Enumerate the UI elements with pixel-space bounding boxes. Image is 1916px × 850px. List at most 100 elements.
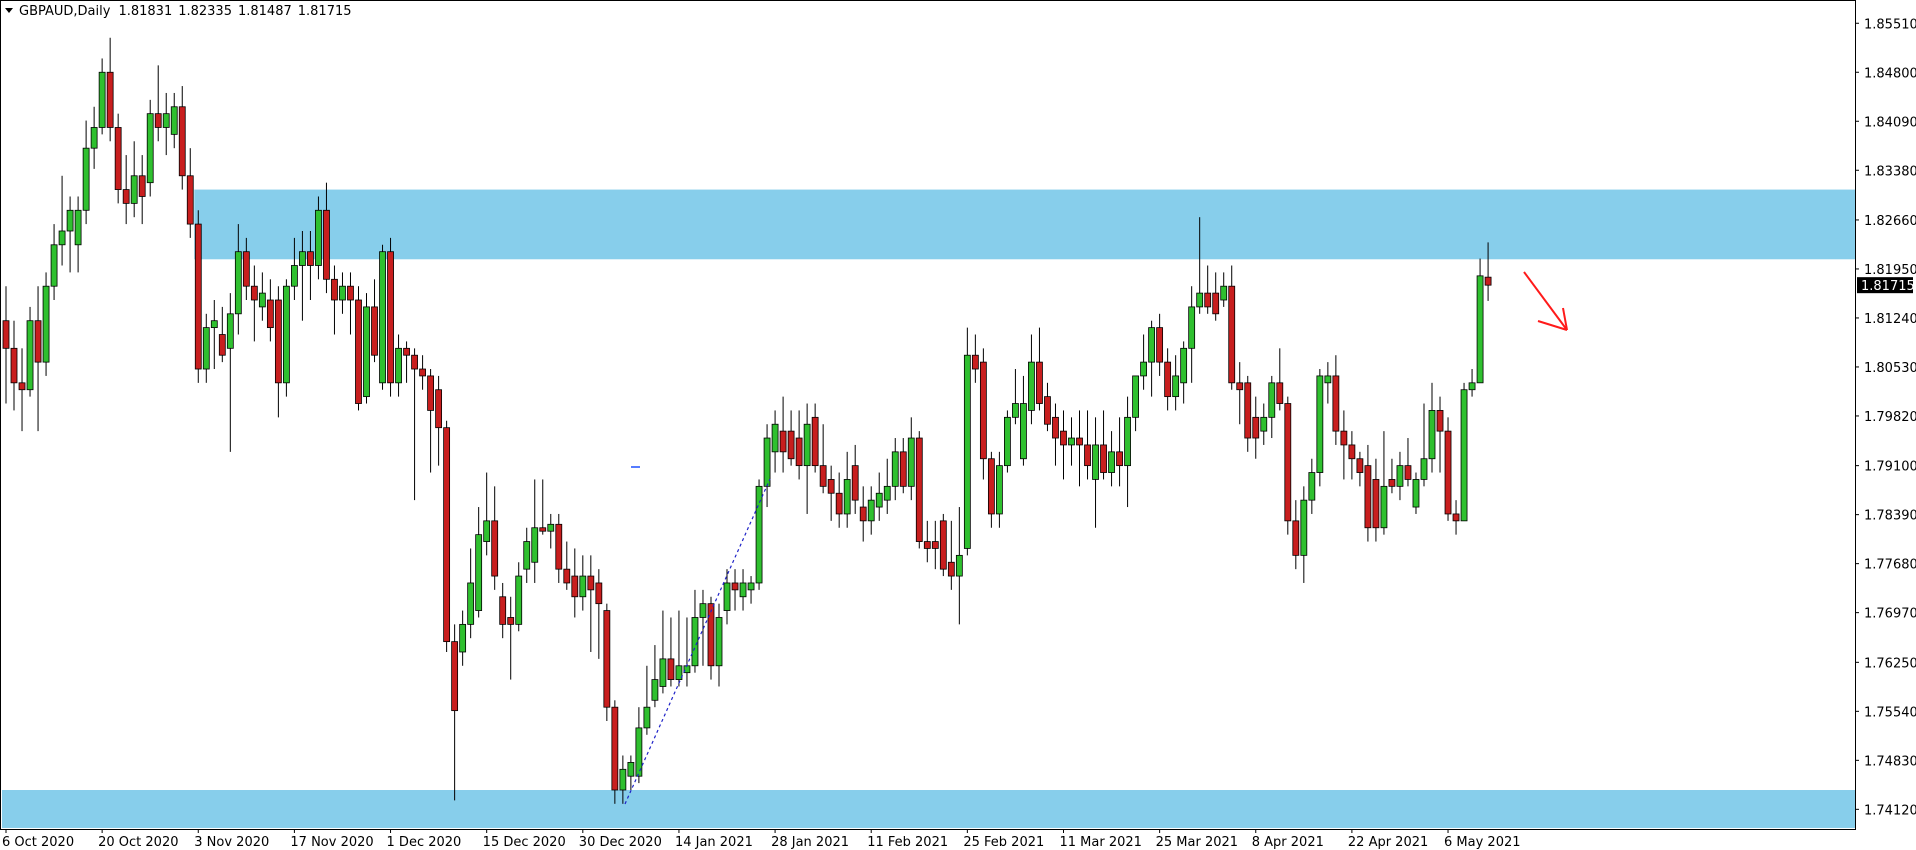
candle-body (106, 71, 114, 128)
candle-body (1028, 361, 1035, 411)
candle-body (1428, 410, 1436, 460)
candle-body (459, 623, 467, 653)
candle-body (699, 603, 707, 618)
candle-body (947, 561, 955, 577)
candle-body (523, 541, 531, 570)
candle-body (266, 299, 274, 329)
candle-body (1292, 520, 1300, 556)
candle-body (170, 106, 178, 135)
low-value: 1.81487 (238, 4, 292, 19)
arrow-head (1537, 320, 1568, 331)
candle-body (483, 520, 491, 542)
candle-body (1092, 444, 1099, 480)
candle-body (787, 430, 795, 460)
x-tick-label: 6 Oct 2020 (2, 835, 74, 850)
candle-body (915, 437, 923, 542)
y-tick-label: 1.83380 (1864, 164, 1916, 179)
symbol: GBPAUD,Daily (19, 4, 111, 19)
candle-body (579, 575, 587, 598)
candle-body (467, 582, 475, 625)
plot-border (0, 0, 1856, 830)
candle-body (1372, 479, 1380, 529)
candle-body (691, 617, 699, 667)
candle-body (1484, 276, 1492, 286)
candle-body (1468, 382, 1476, 391)
candle-body (218, 334, 226, 356)
y-tick-label: 1.79100 (1864, 460, 1916, 475)
x-tick-label: 28 Jan 2021 (771, 835, 849, 850)
candle-body (242, 251, 250, 287)
candle-body (98, 71, 106, 128)
candle-body (739, 582, 747, 598)
candle-body (154, 113, 162, 128)
candle-body (547, 523, 555, 532)
candle-body (971, 354, 979, 370)
candle-body (1308, 472, 1316, 501)
candle-body (1436, 410, 1444, 432)
candle-body (122, 189, 130, 204)
x-tick-label: 15 Dec 2020 (483, 835, 566, 850)
y-tick-label: 1.84090 (1864, 115, 1916, 130)
candle-body (1012, 403, 1019, 418)
candle-body (1164, 361, 1172, 398)
candle-body (1020, 403, 1027, 460)
y-tick-label: 1.84800 (1864, 66, 1916, 81)
candle-body (563, 568, 571, 584)
x-tick-label: 25 Mar 2021 (1156, 835, 1238, 850)
x-tick-label: 25 Feb 2021 (963, 835, 1044, 850)
candle-body (1404, 465, 1412, 480)
candle-body (1060, 430, 1067, 446)
chart-header: GBPAUD,Daily 1.81831 1.82335 1.81487 1.81715 (19, 4, 352, 19)
candle-body (1420, 458, 1428, 480)
candle-body (891, 451, 899, 487)
candle-body (995, 465, 1003, 515)
candle-body (611, 706, 619, 791)
candle-body (363, 306, 370, 398)
candle-body (427, 375, 434, 411)
candle-body (58, 230, 66, 246)
candle-body (234, 251, 242, 315)
candle-body (1140, 361, 1147, 377)
candle-body (1460, 389, 1468, 522)
price-label: 1.81715 (1861, 279, 1915, 294)
close-value: 1.81715 (298, 4, 352, 19)
candle-body (1036, 361, 1043, 404)
candle-body (411, 354, 418, 370)
candle-body (723, 582, 731, 611)
candle-body (707, 603, 715, 667)
x-tick-label: 11 Feb 2021 (867, 835, 948, 850)
candles (2, 37, 1492, 804)
candle-body (1124, 416, 1131, 467)
candle-body (923, 541, 931, 549)
candle-body (202, 327, 210, 370)
candle-body (307, 251, 314, 266)
candle-body (1236, 382, 1244, 391)
candle-body (1252, 416, 1260, 439)
candle-body (499, 596, 507, 625)
candle-body (138, 175, 146, 197)
candle-body (1196, 292, 1204, 308)
candle-body (715, 617, 723, 667)
candle-body (1364, 465, 1372, 529)
arrow-head (1562, 307, 1568, 331)
candle-body (331, 278, 338, 301)
open-value: 1.81831 (118, 4, 172, 19)
candle-body (1220, 285, 1228, 301)
red-arrow (1523, 271, 1568, 331)
candle-body (1396, 465, 1404, 487)
candle-body (1444, 430, 1452, 515)
candle-body (1100, 444, 1107, 473)
candle-body (226, 313, 234, 349)
candle-body (419, 368, 426, 377)
candle-body (667, 658, 675, 680)
candle-body (1356, 458, 1364, 473)
candle-body (659, 658, 667, 687)
candle-body (635, 727, 643, 777)
candle-body (587, 575, 595, 591)
candle-body (731, 582, 739, 591)
candle-body (779, 430, 787, 453)
candle-body (1156, 327, 1164, 363)
menu-triangle[interactable] (5, 8, 13, 13)
candle-body (282, 285, 290, 384)
